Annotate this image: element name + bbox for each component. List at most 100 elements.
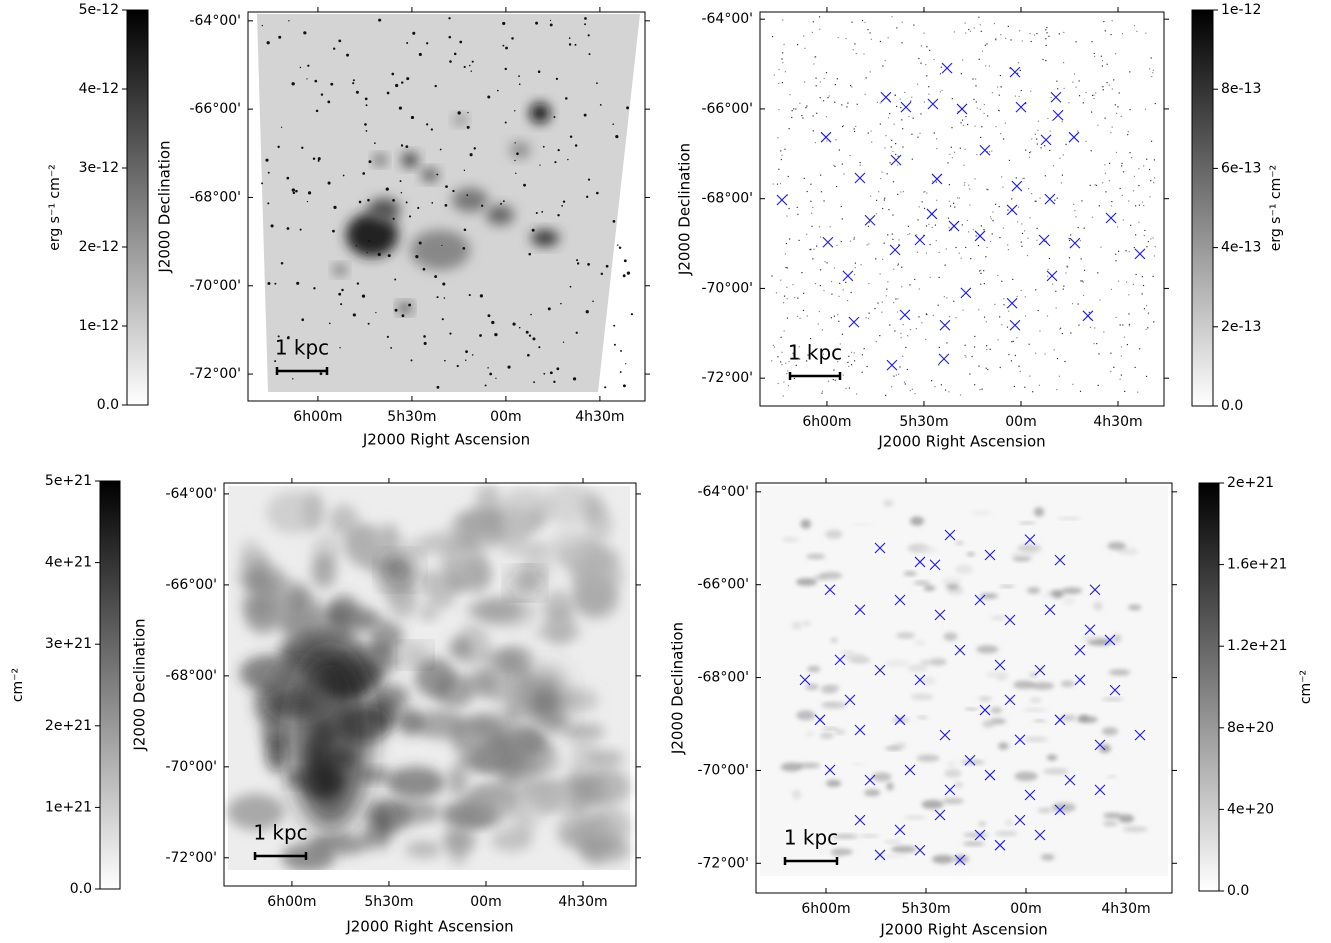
source-pixel	[902, 128, 904, 130]
source-pixel	[973, 98, 975, 101]
emission	[530, 103, 550, 123]
star	[592, 300, 594, 303]
cross-marker	[1009, 319, 1021, 331]
dense-cloud	[386, 558, 414, 582]
source-pixel	[968, 28, 970, 31]
star	[292, 378, 294, 380]
cross-marker	[864, 214, 876, 226]
star	[588, 53, 591, 56]
source-pixel	[891, 139, 893, 141]
filament	[842, 653, 866, 661]
source-pixel	[929, 276, 931, 278]
star	[463, 65, 466, 69]
star	[417, 206, 420, 210]
source-pixel	[965, 356, 967, 358]
source-pixel	[946, 342, 948, 344]
source-pixel	[1151, 75, 1153, 78]
star	[557, 213, 560, 217]
source-pixel	[953, 31, 956, 33]
star	[261, 182, 263, 185]
star	[449, 60, 452, 63]
source-pixel	[1079, 390, 1082, 392]
source-pixel	[866, 365, 868, 368]
source-pixel	[863, 53, 865, 55]
source-pixel	[1001, 324, 1003, 326]
y-tick-label: -66°00'	[701, 101, 753, 117]
source-pixel	[954, 206, 956, 208]
emission	[334, 265, 346, 275]
star	[456, 364, 459, 368]
star	[613, 343, 616, 346]
star	[465, 350, 468, 354]
colorbar-tick-label: 4e+21	[45, 555, 92, 571]
source-pixel	[987, 115, 989, 117]
source-pixel	[940, 384, 942, 386]
emission	[486, 205, 514, 225]
star	[600, 272, 604, 276]
source-pixel	[788, 360, 790, 363]
source-pixel	[972, 78, 974, 80]
star	[525, 330, 529, 334]
filament	[780, 762, 803, 772]
source-pixel	[974, 178, 976, 180]
source-pixel	[921, 201, 923, 203]
star	[468, 64, 471, 67]
star	[615, 134, 619, 139]
star	[352, 79, 355, 82]
cross-marker	[1054, 554, 1066, 566]
source-pixel	[816, 112, 818, 114]
x-tick-label: 6h00m	[802, 414, 851, 430]
source-pixel	[987, 189, 989, 191]
filament	[871, 772, 892, 782]
source-pixel	[1082, 102, 1084, 104]
star	[367, 198, 370, 202]
source-pixel	[934, 224, 937, 226]
source-pixel	[1118, 250, 1120, 252]
source-pixel	[1108, 180, 1111, 182]
filament	[916, 754, 940, 762]
cross-marker	[974, 829, 986, 841]
source-pixel	[983, 103, 985, 106]
star	[338, 292, 342, 296]
source-pixel	[960, 257, 962, 259]
source-pixel	[987, 368, 989, 371]
colorbar-tick-label: 5e-12	[79, 2, 119, 18]
dense-cloud	[405, 647, 425, 663]
star	[267, 202, 270, 205]
source-pixel	[964, 354, 966, 357]
source-pixel	[891, 386, 893, 388]
filament	[1127, 604, 1142, 611]
source-pixel	[1019, 370, 1021, 373]
source-pixel	[882, 207, 884, 210]
star	[317, 157, 321, 161]
cross-marker	[854, 814, 866, 826]
source-pixel	[1100, 55, 1102, 57]
source-pixel	[892, 214, 894, 216]
source-pixel	[1039, 197, 1041, 199]
source-pixel	[1138, 184, 1140, 187]
source-pixel	[924, 191, 926, 193]
cloud	[467, 598, 523, 622]
star	[468, 294, 471, 297]
emission	[531, 230, 559, 246]
source-pixel	[809, 249, 811, 251]
filament	[1023, 736, 1048, 742]
star	[531, 228, 535, 232]
source-pixel	[782, 395, 784, 397]
source-pixel	[1132, 190, 1135, 192]
source-pixel	[813, 248, 815, 250]
cross-marker	[1105, 212, 1117, 224]
star	[584, 23, 587, 26]
source-pixel	[884, 147, 886, 149]
star	[511, 37, 514, 40]
source-pixel	[1153, 255, 1156, 257]
source-pixel	[1036, 32, 1038, 35]
source-pixel	[818, 310, 820, 313]
source-pixel	[777, 382, 779, 385]
filament	[1063, 597, 1075, 606]
cross-marker	[1094, 739, 1106, 751]
source-pixel	[1133, 246, 1135, 249]
cloud	[440, 539, 483, 582]
source-pixel	[1034, 200, 1036, 202]
cross-marker	[1004, 614, 1016, 626]
